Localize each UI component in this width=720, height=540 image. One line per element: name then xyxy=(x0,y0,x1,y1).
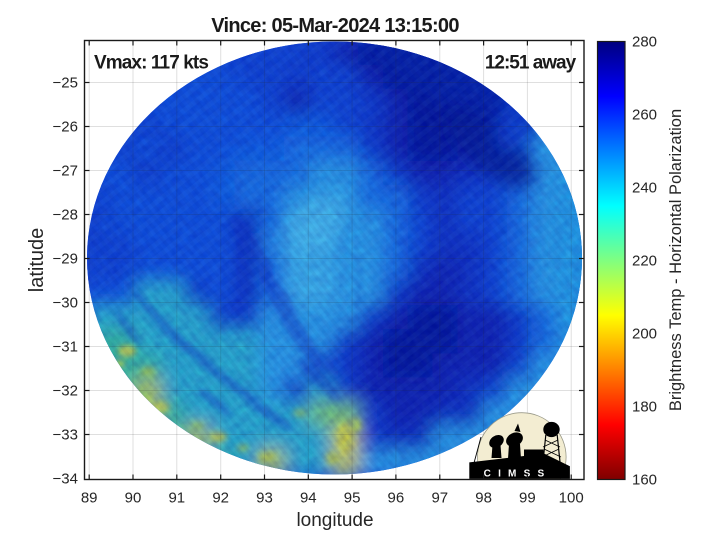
svg-text:CIMSS: CIMSS xyxy=(484,468,552,479)
svg-text:180: 180 xyxy=(632,399,657,416)
svg-text:97: 97 xyxy=(431,490,448,507)
svg-text:99: 99 xyxy=(519,490,536,507)
svg-text:91: 91 xyxy=(168,490,185,507)
svg-text:12:51 away: 12:51 away xyxy=(485,53,577,74)
svg-text:−28: −28 xyxy=(53,207,78,224)
svg-text:98: 98 xyxy=(475,490,492,507)
svg-text:240: 240 xyxy=(632,180,657,197)
svg-text:−32: −32 xyxy=(53,383,78,400)
svg-text:90: 90 xyxy=(125,490,142,507)
svg-text:Vmax: 117 kts: Vmax: 117 kts xyxy=(94,53,208,74)
svg-text:160: 160 xyxy=(632,472,657,489)
svg-text:260: 260 xyxy=(632,107,657,124)
svg-text:−25: −25 xyxy=(53,75,78,92)
svg-text:220: 220 xyxy=(632,253,657,270)
svg-text:94: 94 xyxy=(300,490,317,507)
svg-text:Vince: 05-Mar-2024 13:15:00: Vince: 05-Mar-2024 13:15:00 xyxy=(211,15,459,37)
svg-text:−33: −33 xyxy=(53,427,78,444)
svg-text:−29: −29 xyxy=(53,251,78,268)
svg-text:200: 200 xyxy=(632,326,657,343)
svg-text:92: 92 xyxy=(212,490,229,507)
svg-text:89: 89 xyxy=(81,490,98,507)
svg-text:95: 95 xyxy=(344,490,361,507)
svg-text:280: 280 xyxy=(632,34,657,51)
svg-text:longitude: longitude xyxy=(296,510,373,531)
svg-text:−27: −27 xyxy=(53,163,78,180)
svg-text:latitude: latitude xyxy=(26,228,48,293)
svg-text:96: 96 xyxy=(388,490,405,507)
svg-text:−31: −31 xyxy=(53,339,78,356)
svg-text:100: 100 xyxy=(559,490,584,507)
svg-text:−26: −26 xyxy=(53,119,78,136)
svg-text:−30: −30 xyxy=(53,295,78,312)
svg-text:93: 93 xyxy=(256,490,273,507)
svg-text:−34: −34 xyxy=(53,471,78,488)
svg-text:Brightness Temp - Horizontal P: Brightness Temp - Horizontal Polarizatio… xyxy=(667,109,685,411)
